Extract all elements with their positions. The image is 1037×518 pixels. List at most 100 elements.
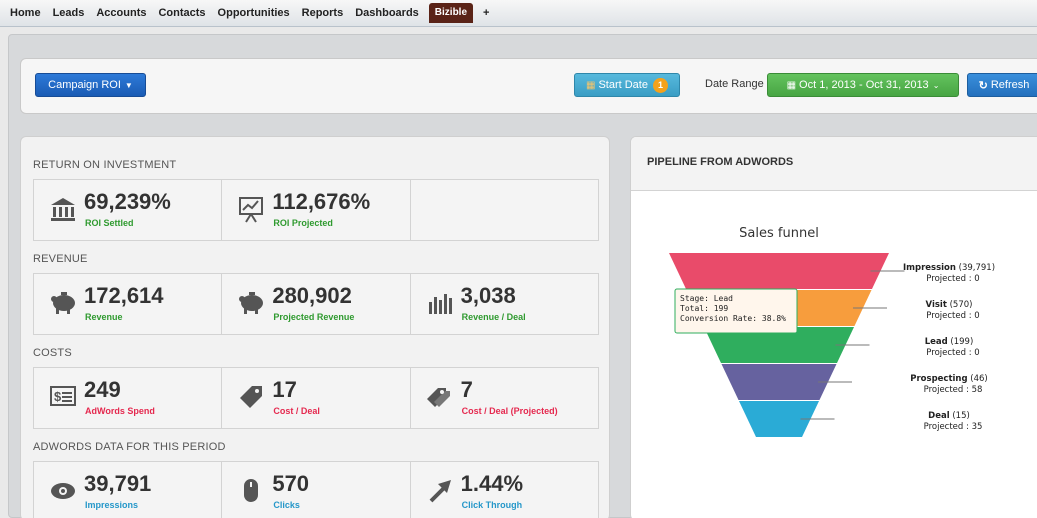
funnel-label: Prospecting (46) [910, 374, 987, 384]
metric-label: Projected Revenue [273, 312, 355, 322]
metric-card: 17 Cost / Deal [222, 368, 411, 428]
nav-tab-opportunities[interactable]: Opportunities [217, 7, 290, 19]
metric-label: Revenue / Deal [461, 312, 526, 322]
top-navigation-bar: Home Leads Accounts Contacts Opportunities Re… [0, 0, 1037, 27]
chevron-down-icon: ⌄ [932, 80, 940, 90]
metric-label: AdWords Spend [85, 406, 155, 416]
tooltip-conversion: Conversion Rate: 38.8% [680, 314, 786, 323]
section-title-adwords: ADWORDS DATA FOR THIS PERIOD [33, 441, 226, 453]
metric-value: 280,902 [272, 283, 352, 308]
roi-panel: RETURN ON INVESTMENT 69,239% ROI Settled 1… [20, 136, 610, 518]
funnel-segment-prospecting [721, 364, 837, 400]
nav-tab-leads[interactable]: Leads [52, 7, 85, 19]
piggy-bank-icon [239, 292, 264, 314]
costs-row: $249 AdWords Spend 17 Cost / Deal 7 Cost / De… [33, 367, 599, 429]
money-icon: $ [50, 386, 76, 406]
funnel-segment-lead [703, 327, 855, 363]
metric-card: 69,239% ROI Settled [34, 180, 223, 240]
refresh-button[interactable]: ↻ Refresh [967, 73, 1037, 97]
metric-value: 69,239% [84, 189, 171, 214]
nav-tab-dashboards[interactable]: Dashboards [355, 7, 419, 19]
metric-card: 280,902 Projected Revenue [222, 274, 411, 334]
funnel-projected-label: Projected : 0 [926, 311, 979, 321]
metric-card: 1.44% Click Through [411, 462, 598, 518]
metric-label: ROI Settled [85, 218, 134, 228]
metric-value: 249 [84, 377, 121, 402]
presentation-chart-icon [239, 197, 264, 223]
bar-chart-icon [428, 294, 452, 314]
metric-card: 39,791 Impressions [34, 462, 223, 518]
add-tab-button[interactable]: + [483, 7, 490, 19]
metric-card: 112,676% ROI Projected [222, 180, 411, 240]
refresh-icon: ↻ [978, 79, 988, 92]
adwords-row: 39,791 Impressions 570 Clicks 1.44% Click Thr… [33, 461, 599, 518]
metric-value: 112,676% [272, 189, 371, 214]
metric-label: Revenue [85, 312, 123, 322]
nav-tab-reports[interactable]: Reports [301, 7, 344, 19]
metric-card: 570 Clicks [222, 462, 411, 518]
date-range-value: Oct 1, 2013 - Oct 31, 2013 [799, 79, 929, 91]
metric-value: 172,614 [84, 283, 164, 308]
metric-value: 39,791 [84, 471, 152, 496]
metric-label: Cost / Deal (Projected) [461, 406, 558, 416]
funnel-label: Lead (199) [925, 337, 974, 347]
nav-tab-bizible[interactable]: Bizible [428, 3, 474, 23]
funnel-projected-label: Projected : 58 [924, 385, 983, 395]
tag-icon [240, 386, 263, 408]
metric-label: Cost / Deal [273, 406, 320, 416]
nav-tab-accounts[interactable]: Accounts [96, 7, 147, 19]
start-date-badge: 1 [652, 77, 668, 93]
metric-card: 7 Cost / Deal (Projected) [411, 368, 598, 428]
metric-label: Clicks [273, 500, 300, 510]
metric-card: $249 AdWords Spend [34, 368, 223, 428]
metric-label: Click Through [461, 500, 523, 510]
campaign-roi-label: Campaign ROI [48, 79, 121, 91]
bank-icon [51, 198, 75, 221]
date-range-label: Date Range [705, 78, 764, 90]
metric-label: ROI Projected [273, 218, 333, 228]
metric-value: 570 [272, 471, 310, 496]
funnel-projected-label: Projected : 35 [924, 422, 983, 432]
pipeline-panel: PIPELINE FROM ADWORDS Sales funnel Impres… [630, 136, 1037, 518]
nav-tab-contacts[interactable]: Contacts [158, 7, 206, 19]
start-date-label: Start Date [598, 79, 648, 91]
eye-icon [51, 483, 75, 499]
tooltip-box [674, 288, 798, 334]
tooltip-stage: Stage: Lead [680, 294, 733, 303]
funnel-segment-impression [669, 253, 889, 289]
roi-row: 69,239% ROI Settled 112,676% ROI Projected [33, 179, 599, 241]
date-range-picker[interactable]: ▦ Oct 1, 2013 - Oct 31, 2013 ⌄ [767, 73, 959, 97]
funnel-label: Visit (570) [926, 300, 973, 310]
metric-value: 3,038 [460, 283, 516, 308]
section-title-costs: COSTS [33, 347, 72, 359]
funnel-projected-label: Projected : 0 [926, 348, 979, 358]
funnel-label: Impression (39,791) [903, 263, 995, 273]
nav-tab-home[interactable]: Home [10, 7, 41, 19]
metric-value: 7 [460, 377, 473, 402]
pipeline-title: PIPELINE FROM ADWORDS [631, 137, 1037, 191]
mouse-icon [244, 479, 259, 502]
tags-icon [426, 388, 450, 407]
calendar-icon: ▦ [786, 79, 797, 91]
campaign-roi-dropdown[interactable]: Campaign ROI ▼ [35, 73, 146, 97]
revenue-row: 172,614 Revenue 280,902 Projected Revenue 3,… [33, 273, 599, 335]
funnel-label: Deal (15) [928, 411, 970, 421]
funnel-segment-deal [738, 401, 820, 437]
toolbar: Campaign ROI ▼ ▦ Start Date 1 Date Range… [20, 58, 1037, 114]
funnel-projected-label: Projected : 0 [926, 274, 979, 284]
metric-label: Impressions [85, 500, 139, 510]
svg-text:$: $ [54, 389, 62, 404]
start-date-button[interactable]: ▦ Start Date 1 [574, 73, 680, 97]
funnel-title: Sales funnel [739, 226, 819, 241]
piggy-bank-icon [51, 292, 75, 314]
section-title-revenue: REVENUE [33, 253, 88, 265]
caret-down-icon: ▼ [124, 80, 133, 90]
calendar-icon: ▦ [586, 79, 596, 91]
section-title-roi: RETURN ON INVESTMENT [33, 159, 177, 171]
metric-value: 1.44% [460, 471, 524, 496]
metric-value: 17 [272, 377, 297, 402]
metric-card: 3,038 Revenue / Deal [411, 274, 598, 334]
metric-card [411, 180, 598, 240]
refresh-label: Refresh [990, 79, 1030, 91]
